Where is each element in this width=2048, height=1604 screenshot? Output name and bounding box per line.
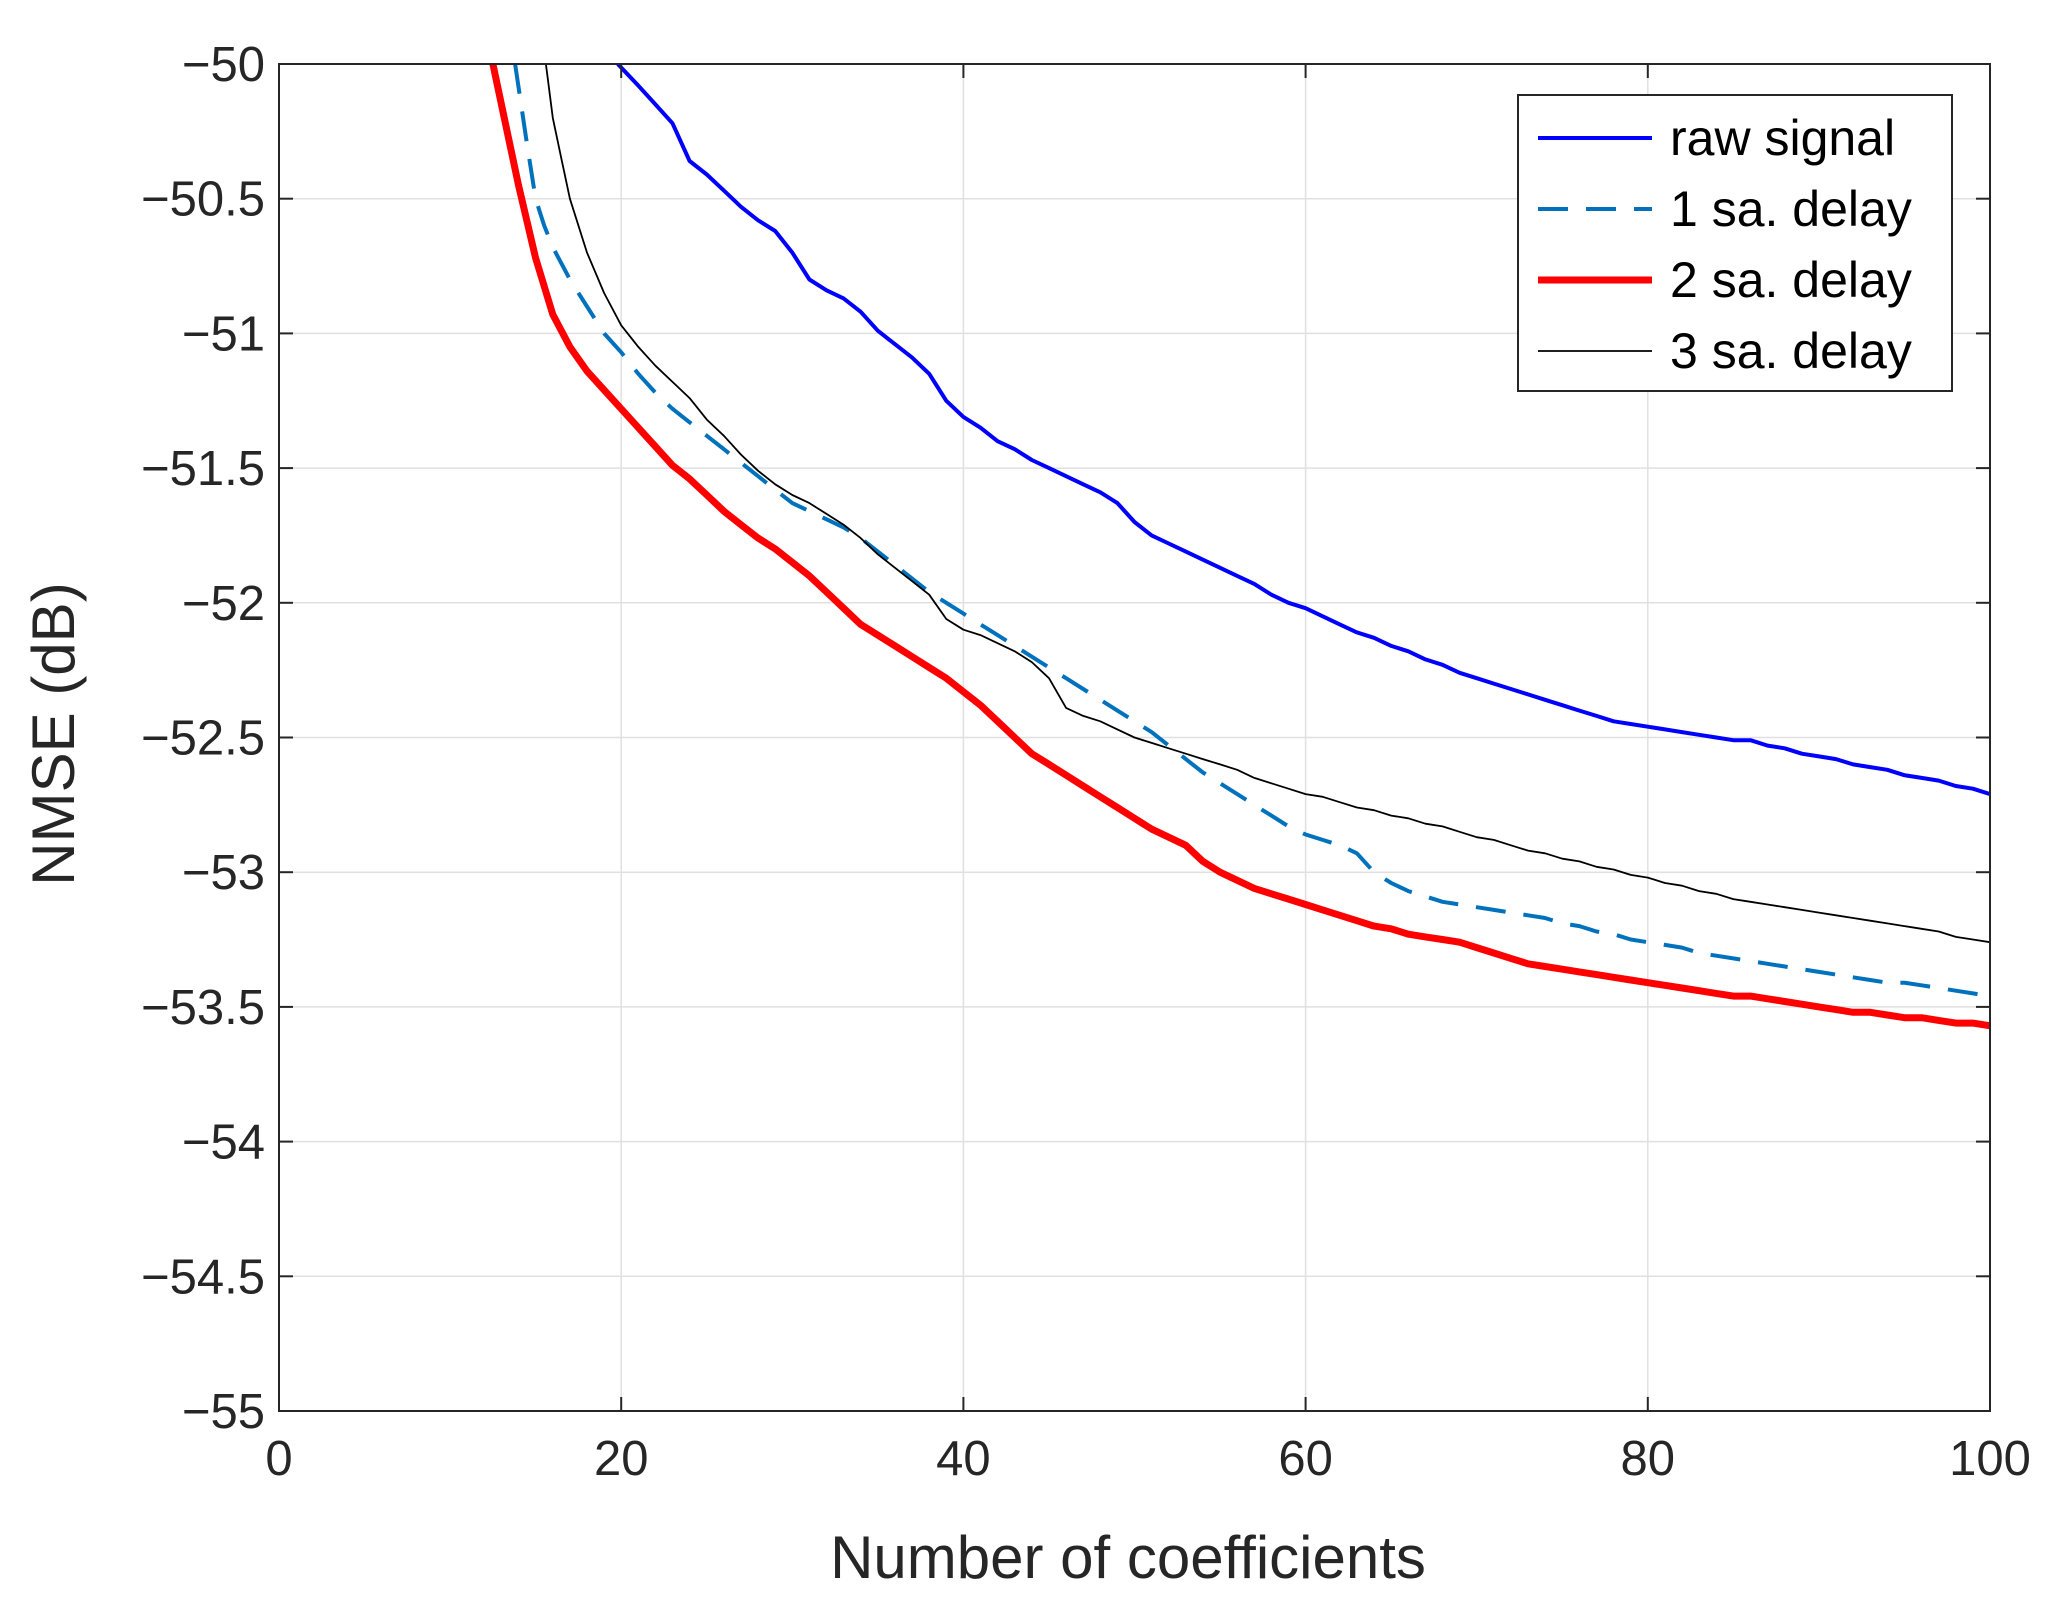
- y-axis-title: NMSE (dB): [20, 582, 87, 885]
- y-tick-label: −55: [182, 1385, 265, 1439]
- y-tick-label: −52.5: [141, 712, 265, 766]
- tick-labels: 0 20 40 60 80 100 −55 −54.5 −54 −53.5 −53 −52.5 −52 −…: [141, 38, 2031, 1486]
- y-tick-label: −53.5: [141, 981, 265, 1035]
- y-tick-label: −51: [182, 307, 265, 361]
- x-tick-label: 100: [1949, 1432, 2031, 1486]
- y-tick-label: −52: [182, 577, 265, 631]
- plot-frame: [278, 63, 1991, 1412]
- x-tick-label: 0: [265, 1432, 292, 1486]
- x-tick-label: 60: [1278, 1432, 1333, 1486]
- series-line-2: [513, 64, 1990, 999]
- y-tick-label: −53: [182, 846, 265, 900]
- legend-label-3: 2 sa. delay: [1670, 252, 1912, 308]
- axes: [278, 63, 1991, 1412]
- legend-label-2: 1 sa. delay: [1670, 181, 1912, 237]
- y-tick-label: −50: [182, 38, 265, 92]
- legend: raw signal 1 sa. delay 2 sa. delay 3 sa. de…: [1517, 94, 1953, 392]
- y-tick-label: −54.5: [141, 1250, 265, 1304]
- series-lines: [489, 64, 1990, 1030]
- x-axis-title: Number of coefficients: [830, 1524, 1426, 1591]
- series-line-1: [616, 64, 1990, 797]
- series-line-4: [545, 64, 1990, 944]
- x-tick-label: 40: [936, 1432, 991, 1486]
- legend-box: [1517, 94, 1953, 392]
- legend-label-4: 3 sa. delay: [1670, 323, 1912, 379]
- x-tick-label: 20: [594, 1432, 649, 1486]
- y-tick-label: −50.5: [141, 173, 265, 227]
- legend-label-1: raw signal: [1670, 110, 1895, 166]
- grid: [279, 64, 1990, 1411]
- x-tick-label: 80: [1621, 1432, 1676, 1486]
- y-tick-label: −54: [182, 1116, 265, 1170]
- series-line-3: [489, 64, 1990, 1030]
- y-tick-label: −51.5: [141, 442, 265, 496]
